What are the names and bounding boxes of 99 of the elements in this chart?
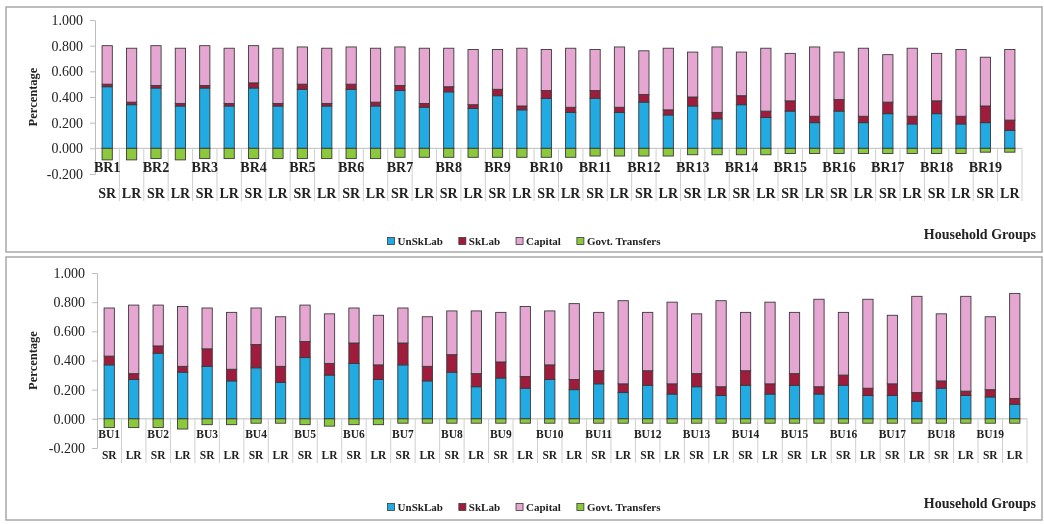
legend-label: Govt. Transfers: [586, 234, 662, 247]
x-tick-label: BU7 SR: [392, 428, 415, 462]
x-tick-label: LR: [762, 449, 779, 462]
x-tick-label: BR2 SR: [142, 159, 170, 201]
x-tick-label: LR: [615, 449, 632, 462]
x-tick-label: BR8 SR: [435, 159, 462, 201]
x-tick-label: BU8 SR: [441, 428, 463, 462]
x-tick-label: BR1 SR: [93, 159, 121, 201]
legend-label: Capital: [526, 234, 561, 247]
x-tick-label: BR4 SR: [240, 159, 267, 201]
x-tick-label: BU12 SR: [633, 428, 662, 462]
y-axis-title: Percentage: [26, 330, 41, 390]
y-tick-label: 0.800: [51, 38, 83, 54]
legend-label: Capital: [526, 500, 561, 513]
x-tick-label: LR: [370, 449, 388, 462]
y-tick-label: -0.200: [48, 440, 85, 456]
y-tick-label: 0.200: [53, 382, 85, 398]
bar: [960, 395, 972, 420]
x-tick-label: LR: [414, 185, 435, 201]
legend-label: SkLab: [468, 500, 501, 513]
x-tick-label: BU9 SR: [489, 428, 512, 462]
x-tick-label: BR7 SR: [386, 159, 414, 201]
legend-label: Govt. Transfers: [586, 500, 662, 513]
bar: [1009, 403, 1021, 420]
bar: [101, 45, 113, 85]
x-tick-label: BR5 SR: [289, 159, 316, 201]
x-tick-label: LR: [713, 449, 730, 462]
x-axis-title: Household Groups: [923, 495, 1037, 511]
x-tick-label: BU1 SR: [98, 428, 121, 462]
x-tick-label: LR: [810, 449, 828, 462]
x-tick-label: LR: [174, 449, 192, 462]
y-tick-label: -0.200: [46, 166, 83, 182]
x-tick-label: BU6 SR: [343, 428, 366, 462]
bar: [126, 47, 138, 103]
x-tick-label: LR: [957, 449, 975, 462]
y-tick-label: 0.400: [53, 353, 85, 369]
y-tick-label: 0.400: [51, 89, 83, 105]
legend-label: UnSkLab: [397, 500, 443, 513]
x-tick-label: LR: [125, 449, 143, 462]
x-tick-label: BR9 SR: [484, 159, 511, 201]
x-tick-label: BR3 SR: [191, 159, 218, 201]
bar: [272, 47, 284, 104]
x-tick-label: BU2 SR: [147, 428, 170, 462]
x-tick-label: LR: [1000, 185, 1021, 201]
x-tick-label: LR: [272, 449, 290, 462]
x-tick-label: LR: [121, 185, 143, 201]
bar: [418, 47, 430, 104]
y-tick-label: 1.000: [53, 265, 85, 281]
x-tick-label: LR: [859, 449, 877, 462]
y-axis-title: Percentage: [26, 67, 41, 127]
bar: [960, 295, 972, 392]
x-tick-label: LR: [219, 185, 240, 201]
y-tick-label: 0.000: [51, 141, 83, 157]
x-tick-label: BU18 SR: [927, 428, 956, 462]
bar: [150, 45, 162, 86]
x-tick-label: LR: [566, 449, 583, 462]
x-tick-label: LR: [317, 185, 338, 201]
x-tick-label: LR: [463, 185, 484, 201]
x-tick-label: BU11 SR: [585, 428, 613, 462]
x-tick-label: BR6 SR: [337, 159, 365, 201]
y-tick-label: 0.000: [53, 411, 85, 427]
x-tick-label: BU19 SR: [976, 428, 1005, 462]
legend-label: UnSkLab: [397, 234, 443, 247]
x-tick-label: BU4 SR: [245, 428, 268, 462]
x-tick-label: BU3 SR: [196, 428, 219, 462]
x-tick-label: LR: [468, 449, 486, 462]
x-tick-label: LR: [419, 449, 437, 462]
y-tick-label: 0.600: [53, 324, 85, 340]
x-tick-label: LR: [268, 185, 289, 201]
x-tick-label: LR: [664, 449, 681, 462]
x-tick-label: LR: [517, 449, 534, 462]
x-tick-label: BU14 SR: [731, 428, 760, 462]
x-tick-label: BU10 SR: [536, 428, 564, 462]
x-tick-label: BU16 SR: [829, 428, 858, 462]
x-tick-label: LR: [609, 185, 631, 201]
y-tick-label: 1.000: [51, 12, 83, 28]
bar: [467, 49, 479, 106]
y-tick-label: 0.600: [51, 64, 83, 80]
x-axis-title: Household Groups: [923, 226, 1037, 242]
legend-label: SkLab: [468, 234, 501, 247]
bar: [223, 47, 235, 104]
x-tick-label: LR: [223, 449, 241, 462]
x-tick-label: LR: [1006, 449, 1024, 462]
x-tick-label: LR: [908, 449, 926, 462]
x-tick-label: BU15 SR: [780, 428, 809, 462]
x-tick-label: LR: [853, 185, 875, 201]
x-tick-label: LR: [365, 185, 387, 201]
y-tick-label: 0.200: [51, 115, 83, 131]
bar: [199, 45, 211, 86]
y-tick-label: 0.800: [53, 295, 85, 311]
x-tick-label: LR: [170, 185, 191, 201]
x-tick-label: BU17 SR: [878, 428, 907, 462]
bar: [174, 47, 186, 104]
x-tick-label: LR: [321, 449, 339, 462]
x-tick-label: BU13 SR: [682, 428, 711, 462]
x-tick-label: BU5 SR: [294, 428, 317, 462]
bar: [516, 47, 528, 107]
bar: [321, 47, 333, 104]
bar: [369, 47, 382, 103]
